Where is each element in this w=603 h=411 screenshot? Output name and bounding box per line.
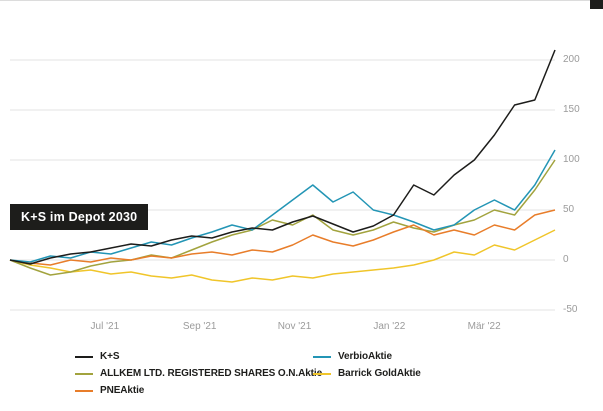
series-line-k-s[interactable] <box>9 49 556 265</box>
top-right-black-marker <box>590 0 603 9</box>
legend-swatch-ks <box>75 355 93 358</box>
top-divider <box>0 0 603 1</box>
series-line-verbioaktie[interactable] <box>9 149 556 263</box>
series-line-pneaktie[interactable] <box>9 209 556 266</box>
series-line-barrick-goldaktie[interactable] <box>9 229 556 283</box>
y-tick-label: 50 <box>563 204 575 215</box>
chart-canvas[interactable] <box>9 45 556 315</box>
legend-swatch-barrick <box>313 372 331 375</box>
chart-tooltip: K+S im Depot 2030 <box>10 204 149 230</box>
x-tick-label: Sep '21 <box>182 321 217 332</box>
x-tick-label: Jan '22 <box>373 321 406 332</box>
x-tick-label: Mär '22 <box>467 321 501 332</box>
series-line-allkem-ltd-registered-shares-o-n-aktie[interactable] <box>9 159 556 276</box>
legend: K+S VerbioAktie ALLKEM LTD. REGISTERED S… <box>75 351 421 396</box>
stock-performance-chart <box>9 45 556 315</box>
legend-label-barrick: Barrick GoldAktie <box>338 368 421 379</box>
legend-swatch-allkem <box>75 372 93 375</box>
x-tick-label: Nov '21 <box>277 321 312 332</box>
legend-swatch-verbio <box>313 355 331 358</box>
y-tick-label: 100 <box>563 154 580 165</box>
legend-item-ks[interactable]: K+S <box>75 351 313 362</box>
y-tick-label: 0 <box>563 254 569 265</box>
y-tick-label: 200 <box>563 54 580 65</box>
y-tick-label: -50 <box>563 304 578 315</box>
x-tick-label: Jul '21 <box>90 321 120 332</box>
y-tick-label: 150 <box>563 104 580 115</box>
legend-item-verbio[interactable]: VerbioAktie <box>313 351 421 362</box>
legend-label-verbio: VerbioAktie <box>338 351 392 362</box>
legend-item-allkem[interactable]: ALLKEM LTD. REGISTERED SHARES O.N.Aktie <box>75 368 322 379</box>
legend-label-allkem: ALLKEM LTD. REGISTERED SHARES O.N.Aktie <box>100 368 323 379</box>
legend-swatch-pne <box>75 389 93 392</box>
legend-label-ks: K+S <box>100 351 120 362</box>
legend-item-pne[interactable]: PNEAktie <box>75 385 313 396</box>
legend-label-pne: PNEAktie <box>100 385 145 396</box>
legend-item-barrick[interactable]: Barrick GoldAktie <box>313 368 421 379</box>
